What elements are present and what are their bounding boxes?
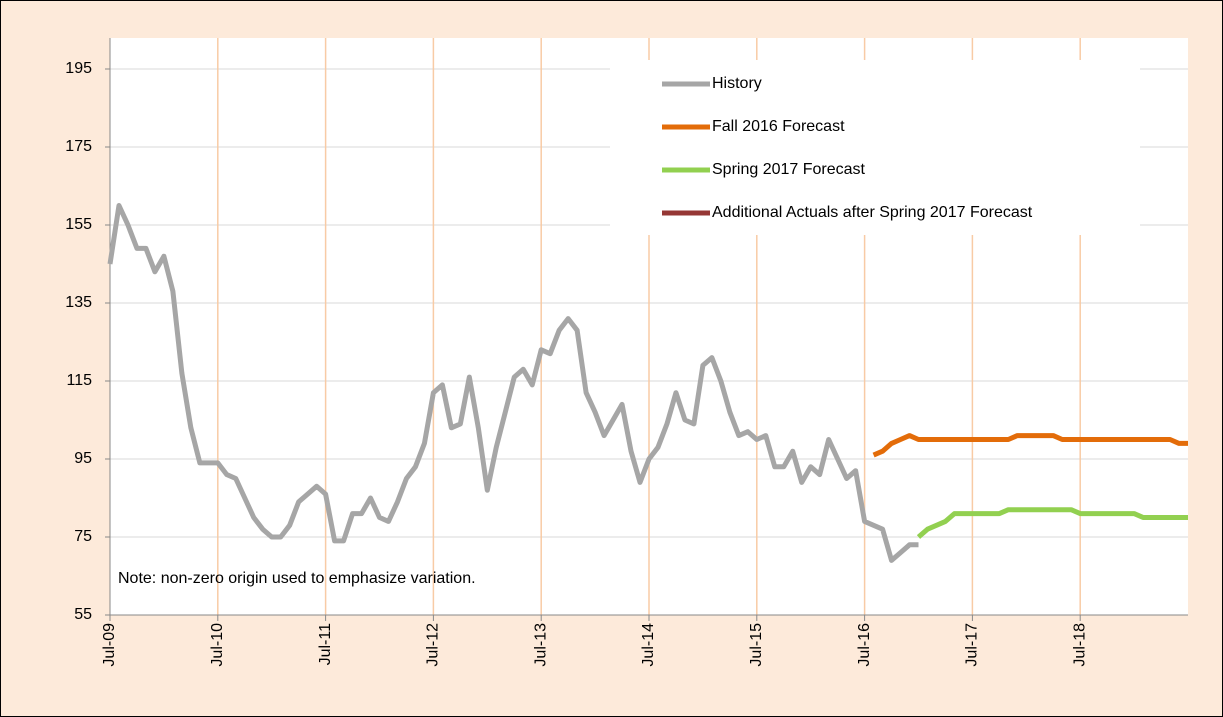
series-line (916, 507, 1188, 539)
x-tick-label: Jul-10 (209, 623, 226, 667)
lines (107, 203, 1188, 563)
legend-label: Fall 2016 Forecast (712, 118, 845, 135)
y-tick-label: 195 (65, 60, 92, 77)
legend (610, 60, 1140, 235)
annotation: Note: non-zero origin used to emphasize … (118, 570, 476, 587)
x-tick-label: Jul-11 (317, 623, 334, 665)
y-tick-label: 55 (74, 606, 92, 623)
x-tick-label: Jul-15 (748, 623, 765, 667)
legend-label: Additional Actuals after Spring 2017 For… (712, 204, 1033, 221)
y-tick-label: 135 (65, 294, 92, 311)
x-tick-label: Jul-12 (425, 623, 442, 667)
legend-items: History Fall 2016 Forecast Spring 2017 For… (662, 75, 1033, 221)
x-tick-label: Jul-18 (1071, 623, 1088, 667)
legend-label: History (712, 75, 762, 92)
series-line (872, 433, 1188, 458)
x-tick-label: Jul-09 (101, 623, 118, 667)
y-tick-label: 115 (66, 372, 92, 389)
x-tick-label: Jul-17 (964, 623, 981, 667)
x-tick-label: Jul-13 (532, 623, 549, 667)
y-tick-label: 175 (65, 138, 92, 155)
x-tick-label: Jul-14 (640, 623, 657, 667)
y-tick-label: 95 (74, 450, 92, 467)
y-tick-label: 75 (74, 528, 92, 545)
legend-label: Spring 2017 Forecast (712, 161, 866, 178)
series-line (107, 203, 919, 563)
y-tick-label: 155 (65, 216, 92, 233)
x-tick-label: Jul-16 (856, 623, 873, 667)
